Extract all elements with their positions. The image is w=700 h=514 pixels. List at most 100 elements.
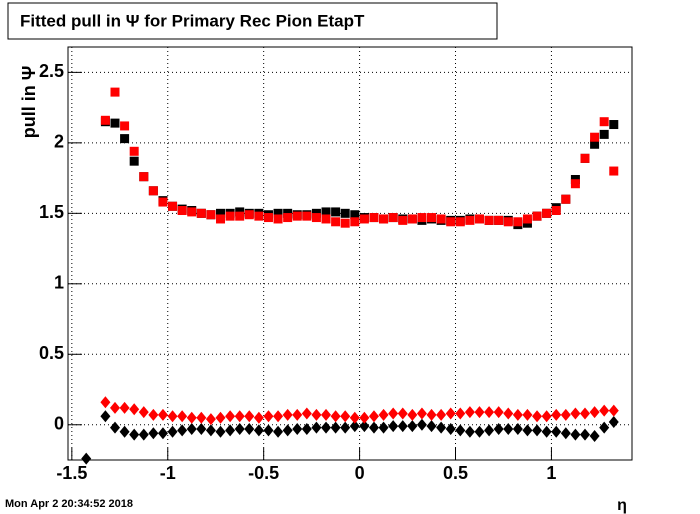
diamond-marker bbox=[292, 408, 303, 421]
diamond-marker bbox=[474, 406, 485, 419]
diamond-marker bbox=[455, 424, 466, 437]
square-marker bbox=[513, 217, 523, 227]
diamond-marker bbox=[589, 430, 600, 443]
diamond-marker bbox=[244, 422, 255, 435]
square-marker bbox=[254, 211, 264, 221]
diamond-marker bbox=[282, 424, 293, 437]
square-marker bbox=[427, 213, 437, 223]
diamond-marker bbox=[541, 425, 552, 438]
x-tick-label: -0.5 bbox=[248, 463, 279, 483]
square-marker bbox=[168, 201, 178, 211]
diamond-marker bbox=[541, 410, 552, 423]
diamond-marker bbox=[378, 408, 389, 421]
square-marker bbox=[590, 132, 600, 142]
diamond-marker bbox=[138, 406, 149, 419]
square-marker bbox=[561, 194, 571, 204]
y-axis-label: pull in Ψ bbox=[19, 66, 39, 139]
square-marker bbox=[446, 217, 456, 227]
x-axis-label: η bbox=[617, 497, 627, 514]
diamond-marker bbox=[186, 411, 197, 424]
diamond-marker bbox=[138, 428, 149, 441]
x-tick-label: 0 bbox=[355, 463, 365, 483]
diamond-marker bbox=[225, 424, 236, 437]
diamond-marker bbox=[580, 428, 590, 441]
square-marker bbox=[302, 211, 312, 221]
square-marker bbox=[216, 214, 226, 224]
diamond-marker bbox=[186, 422, 197, 435]
diamond-marker bbox=[225, 410, 236, 423]
square-marker bbox=[599, 117, 609, 127]
diamond-marker bbox=[263, 424, 274, 437]
diamond-marker bbox=[436, 408, 447, 421]
square-marker bbox=[120, 134, 130, 144]
diamond-marker bbox=[493, 406, 504, 419]
diamond-marker bbox=[110, 401, 120, 414]
square-marker bbox=[225, 211, 235, 221]
square-marker bbox=[350, 217, 360, 227]
square-marker bbox=[417, 213, 427, 223]
diamond-marker bbox=[589, 406, 600, 419]
diamond-marker bbox=[177, 410, 188, 423]
square-marker bbox=[292, 211, 302, 221]
diamond-marker bbox=[464, 406, 475, 419]
diamond-marker bbox=[148, 408, 159, 421]
x-tick-label: -1 bbox=[160, 463, 176, 483]
diamond-marker bbox=[416, 418, 427, 431]
square-marker bbox=[609, 166, 619, 176]
diamond-marker bbox=[388, 420, 399, 433]
diamond-marker bbox=[388, 407, 399, 420]
y-tick-label: 2 bbox=[54, 132, 64, 152]
square-marker bbox=[321, 207, 331, 217]
diamond-marker bbox=[599, 421, 610, 434]
square-marker bbox=[398, 215, 408, 225]
diamond-marker bbox=[292, 422, 303, 435]
square-marker bbox=[120, 121, 130, 131]
title-box bbox=[7, 2, 498, 40]
diamond-marker bbox=[522, 408, 533, 421]
diamond-marker bbox=[196, 411, 207, 424]
square-marker bbox=[350, 210, 360, 220]
square-marker bbox=[196, 208, 206, 218]
diamond-marker bbox=[378, 421, 389, 434]
square-marker bbox=[436, 214, 446, 224]
square-marker bbox=[407, 214, 417, 224]
diamond-marker bbox=[445, 407, 456, 420]
diamond-marker bbox=[512, 408, 523, 421]
diamond-marker bbox=[119, 425, 130, 438]
square-marker bbox=[340, 208, 350, 218]
square-marker bbox=[503, 217, 513, 227]
diamond-marker bbox=[580, 407, 590, 420]
diamond-marker bbox=[407, 420, 418, 433]
square-marker bbox=[609, 120, 619, 130]
diamond-marker bbox=[522, 424, 533, 437]
footer: Mon Apr 2 20:34:52 2018 bbox=[5, 498, 133, 510]
square-marker bbox=[187, 207, 197, 217]
square-marker bbox=[273, 208, 283, 218]
square-marker bbox=[263, 213, 273, 223]
diamond-marker bbox=[157, 427, 168, 440]
square-marker bbox=[331, 207, 341, 217]
square-marker bbox=[465, 215, 475, 225]
x-tick-label: 1 bbox=[546, 463, 556, 483]
square-marker bbox=[580, 153, 590, 163]
plot-frame bbox=[67, 46, 633, 461]
diamond-marker bbox=[311, 408, 322, 421]
square-marker bbox=[158, 197, 168, 207]
diamond-marker bbox=[570, 428, 581, 441]
square-marker bbox=[244, 210, 254, 220]
diamond-marker bbox=[330, 410, 341, 423]
diamond-marker bbox=[397, 420, 408, 433]
square-marker bbox=[206, 210, 216, 220]
square-marker bbox=[340, 218, 350, 228]
diamond-marker bbox=[321, 421, 332, 434]
diamond-marker bbox=[215, 411, 226, 424]
square-marker bbox=[474, 214, 484, 224]
square-marker bbox=[551, 206, 561, 216]
square-marker bbox=[129, 156, 139, 166]
diamond-marker bbox=[349, 420, 360, 433]
diamond-marker bbox=[253, 411, 264, 424]
y-tick-label: 2.5 bbox=[39, 61, 64, 81]
square-marker bbox=[110, 87, 120, 97]
diamond-marker bbox=[503, 407, 514, 420]
